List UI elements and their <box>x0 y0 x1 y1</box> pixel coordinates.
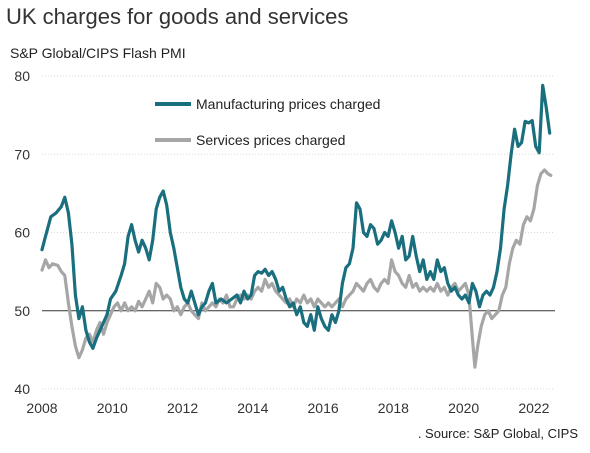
y-tick-label-70: 70 <box>14 146 30 162</box>
legend-label-manufacturing: Manufacturing prices charged <box>196 96 380 112</box>
x-tick-label-2022: 2022 <box>518 400 549 416</box>
y-tick-label-50: 50 <box>14 303 30 319</box>
x-tick-label-2012: 2012 <box>167 400 198 416</box>
series-group <box>40 83 553 369</box>
page-title: UK charges for goods and services <box>6 4 349 29</box>
legend: Manufacturing prices charged Services pr… <box>155 96 380 148</box>
x-tick-label-2016: 2016 <box>308 400 339 416</box>
series-line-services <box>40 168 553 369</box>
x-axis-ticks: 2008 2010 2012 2014 2016 2018 2020 2022 <box>26 400 549 416</box>
chart-subtitle: S&P Global/CIPS Flash PMI <box>10 45 186 61</box>
y-tick-label-80: 80 <box>14 68 30 84</box>
series-line-manufacturing <box>40 83 552 350</box>
y-axis-ticks: 40 50 60 70 80 <box>14 68 30 397</box>
x-tick-label-2018: 2018 <box>378 400 409 416</box>
x-tick-label-2010: 2010 <box>97 400 128 416</box>
y-tick-label-60: 60 <box>14 225 30 241</box>
x-tick-label-2020: 2020 <box>448 400 479 416</box>
source-note: . Source: S&P Global, CIPS <box>417 426 578 441</box>
x-tick-label-2008: 2008 <box>26 400 57 416</box>
y-tick-label-40: 40 <box>14 381 30 397</box>
x-tick-label-2014: 2014 <box>237 400 268 416</box>
legend-label-services: Services prices charged <box>196 132 345 148</box>
